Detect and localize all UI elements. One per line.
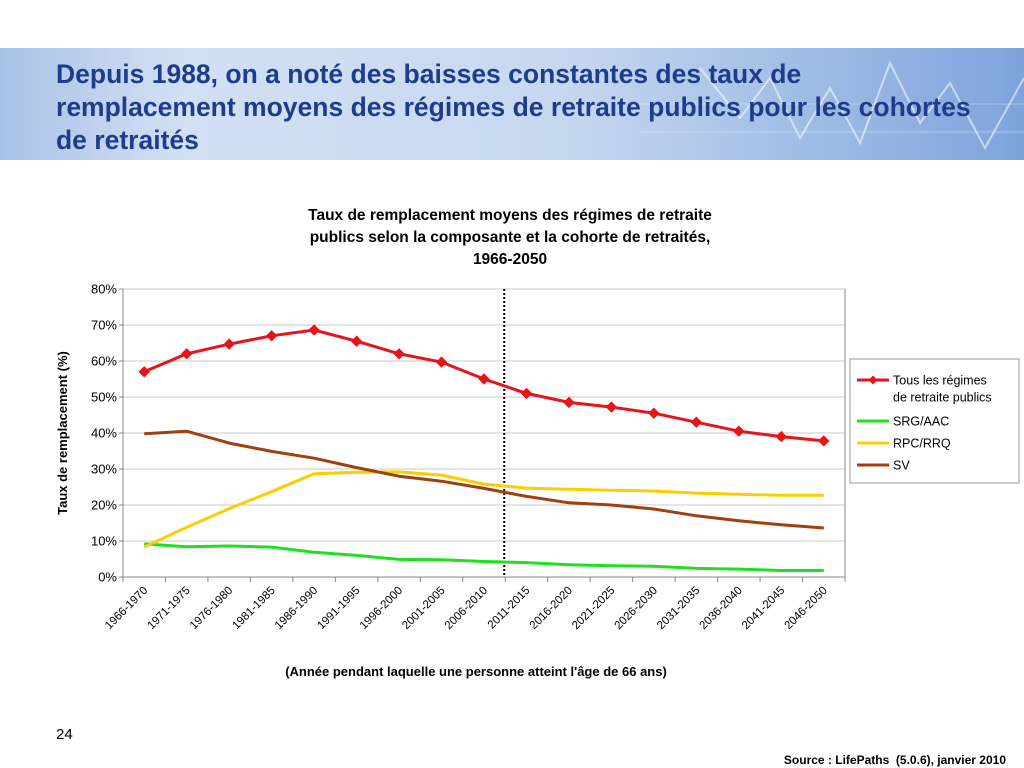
data-point [478, 373, 490, 385]
data-point [435, 356, 448, 368]
banner-decoration [640, 60, 1024, 151]
legend-label: SRG/AAC [893, 415, 949, 429]
gridlines [123, 288, 845, 577]
y-axis: 0% 10% 20% 30% 40% 50% 60% 70% 80% [91, 282, 124, 585]
data-point [775, 430, 788, 443]
data-point [350, 335, 363, 347]
data-point [690, 416, 703, 428]
data-point [308, 324, 320, 336]
data-point [223, 338, 235, 350]
legend-label: RPC/RRQ [893, 437, 951, 451]
page-number: 24 [56, 726, 73, 743]
data-point [563, 396, 575, 409]
y-axis-label: Taux de remplacement (%) [55, 351, 70, 515]
legend-marker [868, 375, 878, 385]
data-point [180, 348, 193, 360]
y-tick-label: 30% [91, 462, 117, 477]
source-note: Source : LifePaths (5.0.6), janvier 2010 [783, 753, 1006, 767]
x-tick-label: 2016-2020 [528, 585, 575, 632]
x-tick-label: 2031-2035 [655, 585, 702, 632]
x-axis-label: (Année pendant laquelle une personne att… [285, 664, 667, 679]
x-tick-label: 2021-2025 [570, 585, 617, 632]
y-tick-label: 40% [91, 426, 117, 441]
x-tick-label: 2001-2005 [400, 585, 447, 632]
x-tick-label: 1966-1970 [103, 585, 150, 632]
data-point [520, 387, 533, 400]
x-tick-label: 2036-2040 [698, 585, 745, 632]
y-tick-label: 70% [91, 318, 117, 333]
y-tick-label: 60% [91, 354, 117, 369]
legend-label: Tous les régimes de retraite publics [893, 374, 992, 405]
data-point [648, 407, 660, 419]
legend-label: SV [893, 459, 910, 473]
y-tick-label: 0% [98, 570, 117, 585]
x-axis: 1966-19701971-19751976-19801981-19851986… [103, 576, 846, 632]
series-line [144, 542, 824, 572]
data-point [605, 401, 618, 413]
x-tick-label: 1986-1990 [273, 585, 320, 632]
y-tick-label: 20% [91, 498, 117, 513]
y-tick-label: 50% [91, 390, 117, 405]
x-tick-label: 1981-1985 [230, 585, 277, 632]
x-tick-label: 1976-1980 [188, 585, 235, 632]
x-tick-label: 1971-1975 [145, 585, 192, 632]
x-tick-label: 1996-2000 [358, 585, 405, 632]
title-banner [0, 48, 1024, 160]
x-tick-label: 2006-2010 [443, 585, 490, 632]
data-point [138, 366, 150, 378]
slide-title: Depuis 1988, on a noté des baisses const… [56, 59, 971, 155]
data-point [818, 435, 830, 447]
y-tick-label: 80% [91, 282, 117, 297]
x-tick-label: 2026-2030 [613, 585, 660, 632]
data-point [393, 348, 405, 360]
chart-title: Taux de remplacement moyens des régimes … [308, 207, 712, 268]
x-tick-label: 2011-2015 [486, 585, 533, 632]
series-line [143, 470, 824, 549]
x-tick-label: 1991-1995 [315, 585, 362, 632]
series-line [144, 429, 824, 530]
y-tick-label: 10% [91, 534, 117, 549]
data-point [265, 330, 278, 342]
data-point [733, 425, 745, 437]
legend: Tous les régimes de retraite publics SRG/A… [849, 358, 1020, 484]
x-tick-label: 2046-2050 [783, 585, 830, 632]
x-tick-label: 2041-2045 [740, 585, 787, 632]
series-group [138, 324, 830, 572]
